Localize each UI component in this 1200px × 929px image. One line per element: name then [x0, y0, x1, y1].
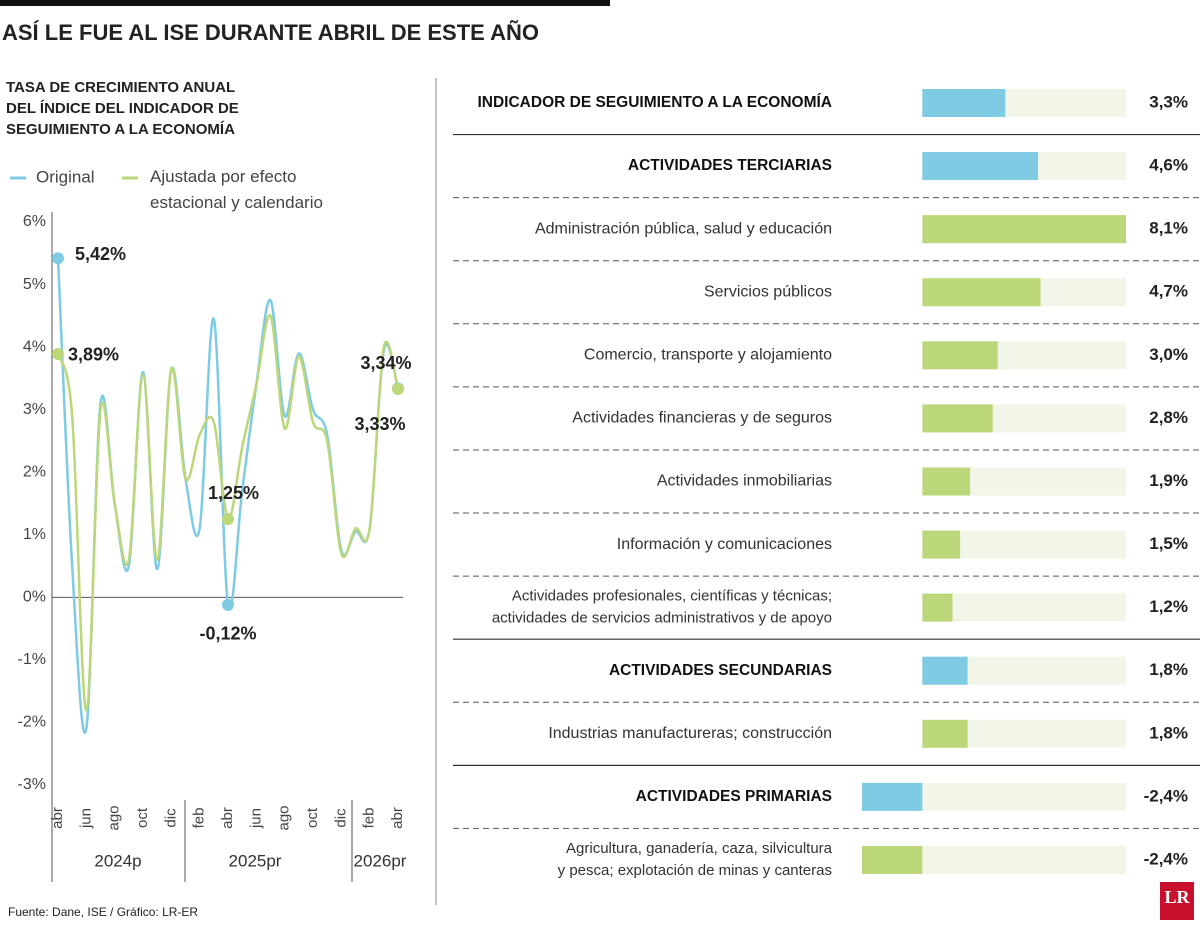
text-line: actividades de servicios administrativos… [492, 610, 832, 627]
x-tick-label: ago [106, 805, 123, 830]
y-tick-label: -3% [18, 776, 46, 793]
row-label: Industrias manufactureras; construcción [548, 725, 832, 742]
data-label: -0,12% [199, 624, 256, 644]
row-label: ACTIVIDADES PRIMARIAS [636, 788, 832, 805]
y-tick-label: 3% [23, 401, 46, 418]
bar [922, 278, 1041, 307]
x-tick-label: ago [276, 805, 293, 830]
x-tick-label: feb [361, 808, 378, 829]
text-line: Ajustada por efecto [150, 167, 296, 186]
row-label: Servicios públicos [704, 283, 832, 300]
y-tick-label: 1% [23, 526, 46, 543]
legend-label: Original [36, 167, 95, 186]
row-label: Información y comunicaciones [617, 536, 832, 553]
x-group-label: 2025pr [229, 851, 282, 870]
text-line: SEGUIMIENTO A LA ECONOMÍA [6, 121, 235, 138]
value-label: -2,4% [1144, 786, 1188, 805]
data-label: 5,42% [75, 244, 126, 264]
value-label: 4,6% [1149, 156, 1188, 175]
row-label: Actividades profesionales, científicas y… [492, 588, 832, 627]
text-line: DEL ÍNDICE DEL INDICADOR DE [6, 100, 239, 117]
text-line: TASA DE CRECIMIENTO ANUAL [6, 79, 235, 96]
row-label: INDICADOR DE SEGUIMIENTO A LA ECONOMÍA [477, 94, 832, 111]
value-label: 1,2% [1149, 597, 1188, 616]
value-label: 8,1% [1149, 219, 1188, 238]
y-tick-label: -1% [18, 651, 46, 668]
x-tick-label: feb [191, 808, 208, 829]
value-label: 1,8% [1149, 660, 1188, 679]
bar [922, 152, 1038, 181]
main-title: ASÍ LE FUE AL ISE DURANTE ABRIL DE ESTE … [2, 20, 539, 45]
text-line: Actividades profesionales, científicas y… [512, 588, 832, 605]
y-tick-label: 4% [23, 338, 46, 355]
row-label: Actividades financieras y de seguros [572, 410, 832, 427]
legend-label: Ajustada por efecto estacional y calendar… [150, 167, 323, 212]
data-point [222, 513, 234, 526]
y-tick-label: 0% [23, 589, 46, 606]
x-group-label: 2024p [94, 851, 141, 870]
x-tick-label: abr [219, 807, 236, 829]
bar [922, 656, 968, 685]
value-label: -2,4% [1144, 849, 1188, 868]
value-label: 3,0% [1149, 345, 1188, 364]
bar [922, 719, 968, 748]
bar-track [922, 845, 1126, 874]
x-tick-label: jun [247, 808, 264, 829]
bar [862, 845, 923, 874]
text-line: Agricultura, ganadería, caza, silvicultu… [566, 840, 833, 857]
x-tick-label: jun [77, 808, 94, 829]
bar [922, 467, 971, 496]
x-tick-label: dic [162, 808, 179, 828]
row-label: ACTIVIDADES SECUNDARIAS [609, 662, 832, 679]
x-group-label: 2026pr [354, 851, 407, 870]
value-label: 4,7% [1149, 282, 1188, 301]
row-label: ACTIVIDADES TERCIARIAS [628, 157, 832, 174]
x-tick-label: abr [49, 807, 66, 829]
row-label: Comercio, transporte y alojamiento [584, 347, 832, 364]
logo: LR [1164, 887, 1190, 907]
text-line: estacional y calendario [150, 193, 323, 212]
row-label: Agricultura, ganadería, caza, silvicultu… [558, 840, 833, 879]
y-tick-label: 5% [23, 276, 46, 293]
x-tick-label: dic [332, 808, 349, 828]
data-label: 3,34% [360, 353, 411, 373]
y-tick-label: 2% [23, 463, 46, 480]
text-line: y pesca; explotación de minas y canteras [558, 862, 832, 879]
title-bar [0, 0, 610, 6]
bar [922, 593, 953, 622]
value-label: 1,9% [1149, 471, 1188, 490]
value-label: 2,8% [1149, 408, 1188, 427]
value-label: 1,8% [1149, 723, 1188, 742]
bar-track [922, 593, 1126, 622]
source: Fuente: Dane, ISE / Gráfico: LR-ER [8, 905, 198, 919]
data-point [52, 347, 64, 360]
bar [862, 782, 923, 811]
logo-badge [1160, 882, 1194, 920]
bar [922, 341, 998, 370]
data-label: 1,25% [208, 483, 259, 503]
line-chart-title: TASA DE CRECIMIENTO ANUAL DEL ÍNDICE DEL … [6, 79, 239, 138]
data-point [52, 252, 64, 265]
data-point [222, 598, 234, 611]
bar [922, 215, 1126, 244]
x-tick-label: oct [304, 807, 321, 828]
x-tick-label: abr [389, 807, 406, 829]
x-tick-label: oct [134, 807, 151, 828]
data-point [392, 383, 404, 396]
bar [922, 89, 1006, 117]
row-label: Administración pública, salud y educació… [535, 220, 832, 237]
row-label: Actividades inmobiliarias [657, 473, 832, 490]
bar-track [922, 782, 1126, 811]
data-label: 3,89% [68, 345, 119, 365]
bar [922, 404, 993, 433]
series-line [56, 314, 400, 712]
y-tick-label: 6% [23, 213, 46, 230]
bar [922, 530, 961, 559]
value-label: 3,3% [1149, 92, 1188, 111]
y-tick-label: -2% [18, 714, 46, 731]
data-label: 3,33% [354, 414, 405, 434]
value-label: 1,5% [1149, 534, 1188, 553]
